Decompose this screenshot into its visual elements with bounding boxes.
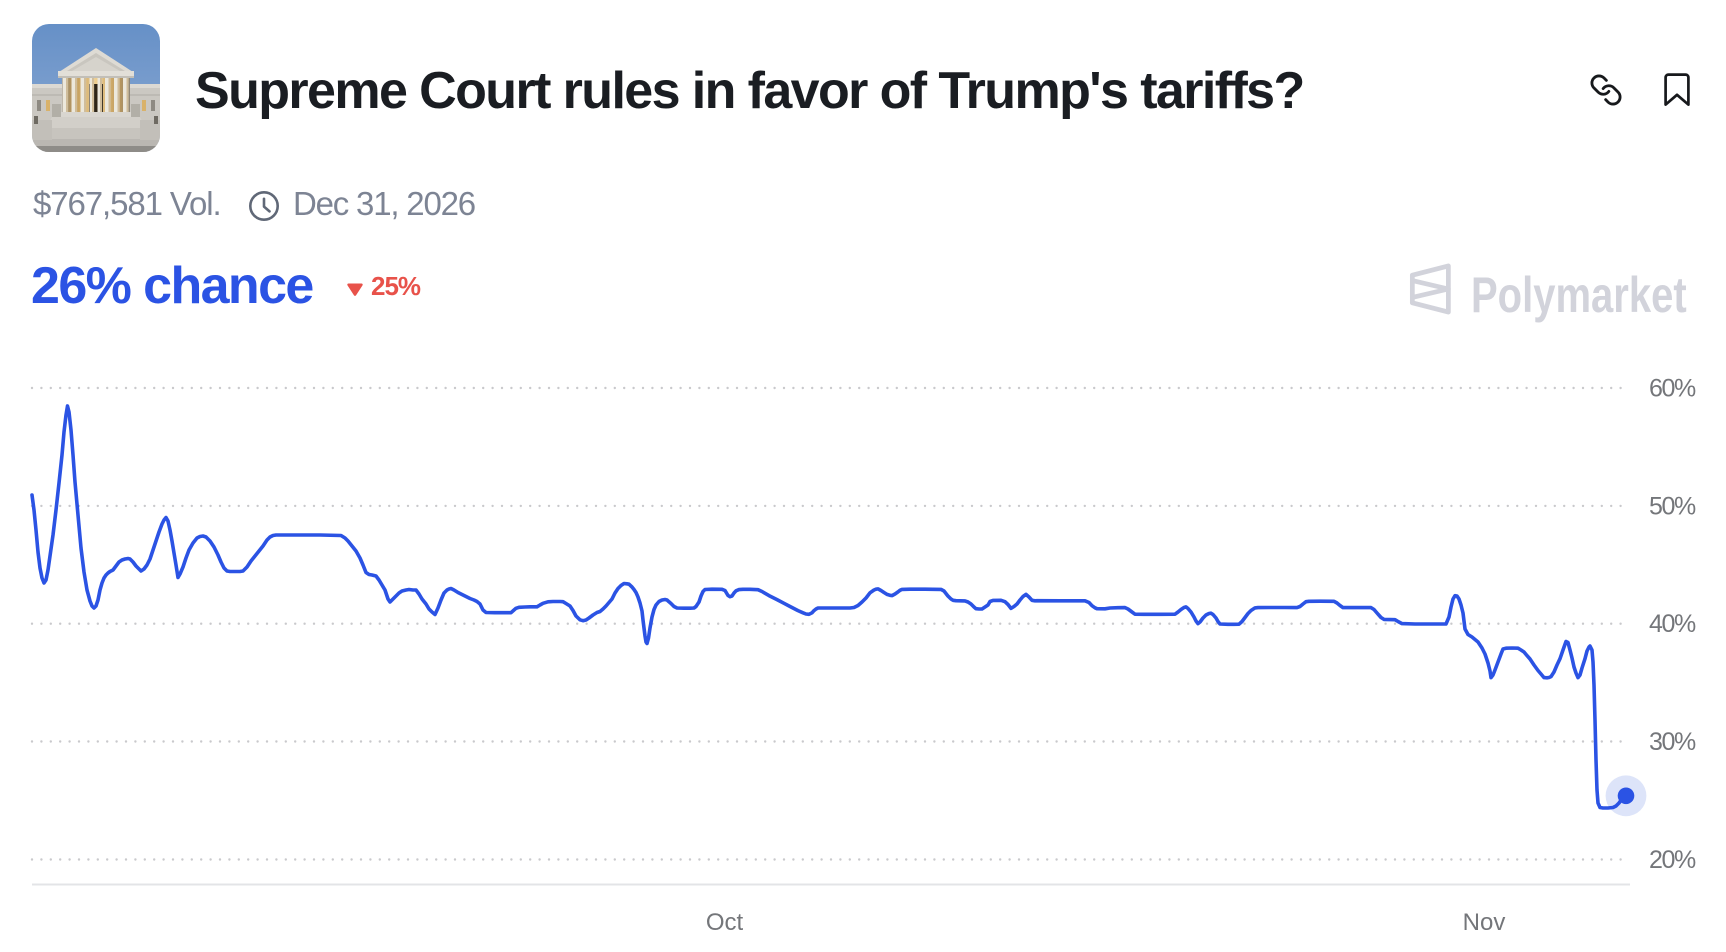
svg-text:20%: 20% — [1649, 846, 1696, 874]
svg-text:Nov: Nov — [1463, 909, 1506, 936]
svg-text:50%: 50% — [1649, 492, 1696, 520]
svg-text:40%: 40% — [1649, 610, 1696, 638]
svg-text:30%: 30% — [1649, 728, 1696, 756]
svg-text:60%: 60% — [1649, 375, 1696, 403]
svg-text:Oct: Oct — [706, 909, 744, 936]
